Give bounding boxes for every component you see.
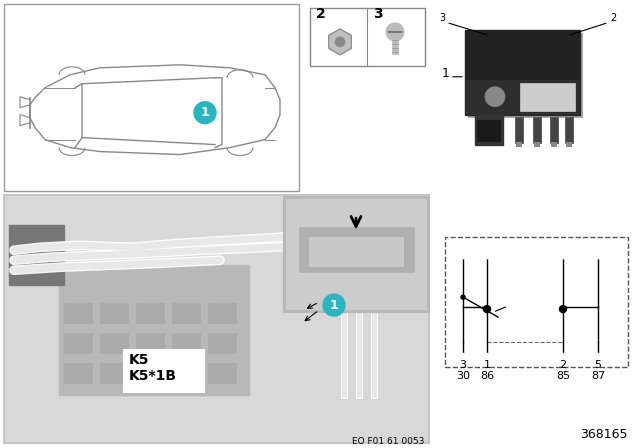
Bar xyxy=(534,142,540,146)
Bar xyxy=(136,363,164,383)
Text: 3: 3 xyxy=(460,360,467,370)
Bar xyxy=(9,225,64,285)
Bar xyxy=(468,33,583,118)
Text: 2: 2 xyxy=(316,7,326,21)
Text: 1: 1 xyxy=(483,360,490,370)
Circle shape xyxy=(194,102,216,124)
Circle shape xyxy=(605,10,621,26)
Polygon shape xyxy=(329,29,351,55)
Bar xyxy=(475,115,503,145)
Circle shape xyxy=(434,10,450,26)
Circle shape xyxy=(485,87,505,107)
Bar xyxy=(172,333,200,353)
Circle shape xyxy=(461,295,465,299)
Circle shape xyxy=(595,252,602,259)
Bar xyxy=(208,333,236,353)
Bar xyxy=(4,4,299,191)
Bar xyxy=(533,116,541,142)
Text: 368165: 368165 xyxy=(580,428,628,441)
Circle shape xyxy=(483,353,490,361)
Bar xyxy=(124,350,204,392)
Bar xyxy=(286,199,427,310)
Circle shape xyxy=(559,306,566,313)
Text: 85: 85 xyxy=(556,371,570,381)
Bar xyxy=(100,363,128,383)
Bar xyxy=(550,116,558,142)
Text: K5*1B: K5*1B xyxy=(129,369,177,383)
Bar xyxy=(100,333,128,353)
Bar xyxy=(284,198,429,312)
Bar xyxy=(551,142,557,146)
Bar xyxy=(465,80,580,115)
Text: 1: 1 xyxy=(330,299,339,312)
Circle shape xyxy=(559,252,566,259)
Circle shape xyxy=(323,294,345,316)
Text: 2: 2 xyxy=(559,360,566,370)
Bar xyxy=(565,116,573,142)
Bar xyxy=(4,195,429,443)
Bar xyxy=(136,333,164,353)
Text: 30: 30 xyxy=(456,371,470,381)
Circle shape xyxy=(386,23,404,41)
Bar xyxy=(136,303,164,323)
Bar xyxy=(5,196,428,442)
Bar xyxy=(490,303,559,315)
Circle shape xyxy=(335,37,345,47)
Circle shape xyxy=(483,306,490,313)
Bar xyxy=(172,363,200,383)
Bar xyxy=(310,8,425,66)
Text: 86: 86 xyxy=(480,371,494,381)
Bar xyxy=(477,120,501,142)
Text: 2: 2 xyxy=(610,13,616,23)
Circle shape xyxy=(559,353,566,361)
Bar xyxy=(445,237,628,367)
Bar xyxy=(172,303,200,323)
Text: 1: 1 xyxy=(200,106,209,119)
Bar xyxy=(566,142,572,146)
Circle shape xyxy=(460,353,467,361)
Text: 1: 1 xyxy=(442,67,450,80)
Text: EO F01 61 0053: EO F01 61 0053 xyxy=(351,437,424,446)
Circle shape xyxy=(483,252,490,259)
Bar xyxy=(64,333,92,353)
Bar xyxy=(515,116,523,142)
Text: 3: 3 xyxy=(373,7,383,21)
Text: K5: K5 xyxy=(129,353,150,367)
Circle shape xyxy=(595,353,602,361)
Bar xyxy=(208,363,236,383)
Bar xyxy=(100,303,128,323)
Text: 87: 87 xyxy=(591,371,605,381)
Text: 3: 3 xyxy=(439,13,445,23)
Bar xyxy=(392,34,398,54)
Circle shape xyxy=(460,252,467,259)
Bar xyxy=(9,225,64,285)
Bar xyxy=(465,30,580,115)
Bar xyxy=(64,363,92,383)
Bar xyxy=(520,83,575,111)
Text: 5: 5 xyxy=(595,360,602,370)
Bar xyxy=(299,227,414,272)
Bar xyxy=(64,303,92,323)
Bar xyxy=(309,237,404,267)
Bar xyxy=(59,265,249,395)
Bar xyxy=(208,303,236,323)
Bar xyxy=(516,142,522,146)
